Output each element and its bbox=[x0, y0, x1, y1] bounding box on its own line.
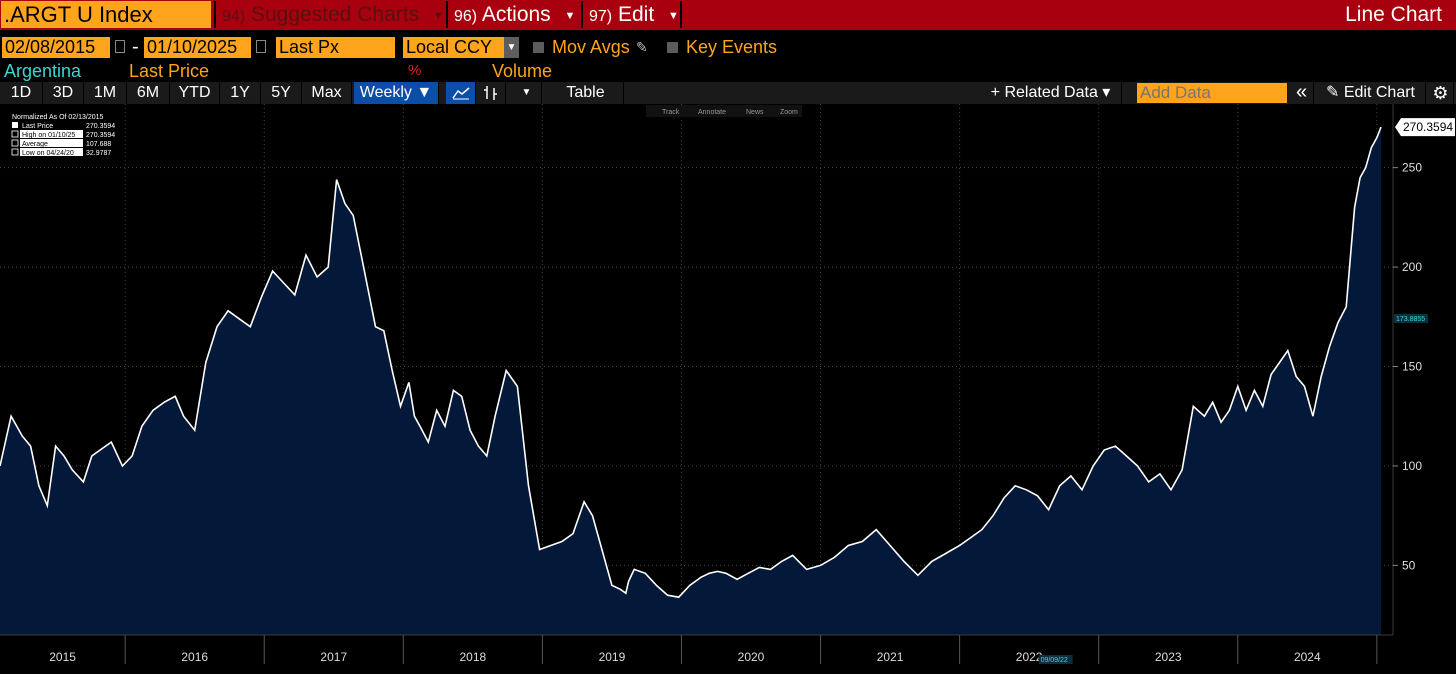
y-tick-label: 150 bbox=[1402, 360, 1422, 374]
table-button[interactable]: Table bbox=[548, 82, 624, 104]
key-events-label[interactable]: Key Events bbox=[686, 37, 778, 57]
x-tick-label: 2022 bbox=[1016, 650, 1043, 664]
stats-value: 270.3594 bbox=[86, 123, 115, 130]
start-date-field[interactable]: 02/08/2015 bbox=[2, 37, 110, 58]
menu-label: Actions bbox=[481, 3, 551, 26]
y-axis: 50 100 150 200 250 bbox=[1393, 161, 1422, 572]
legend-percent: % bbox=[408, 62, 422, 79]
legend-volume: Volume bbox=[492, 61, 553, 81]
gear-icon[interactable]: ⚙ bbox=[1428, 82, 1454, 104]
chart-style-dropdown-icon[interactable]: ▼ bbox=[512, 82, 542, 104]
track-tool[interactable]: Track bbox=[662, 109, 680, 116]
x-tick-label: 2020 bbox=[738, 650, 765, 664]
y-tick-label: 50 bbox=[1402, 558, 1416, 572]
actions-menu[interactable]: 96) Actions ▼ bbox=[446, 1, 581, 28]
chart-tools: Track Annotate News Zoom bbox=[646, 105, 802, 117]
menu-label: Edit bbox=[617, 3, 655, 26]
end-date-field[interactable]: 01/10/2025 bbox=[144, 37, 251, 58]
calendar-icon[interactable] bbox=[256, 40, 266, 53]
price-area-fill bbox=[0, 127, 1381, 635]
y-tick-label: 250 bbox=[1402, 161, 1422, 175]
x-tick-label: 2019 bbox=[599, 650, 626, 664]
edit-chart-button[interactable]: ✎ Edit Chart bbox=[1316, 82, 1426, 104]
range-3d-button[interactable]: 3D bbox=[43, 82, 84, 104]
range-5y-button[interactable]: 5Y bbox=[261, 82, 302, 104]
annotate-tool[interactable]: Annotate bbox=[698, 109, 726, 116]
news-tool[interactable]: News bbox=[746, 109, 764, 116]
y-tick-label: 100 bbox=[1402, 459, 1422, 473]
range-6m-button[interactable]: 6M bbox=[127, 82, 170, 104]
price-chart: 2015 2016 2017 2018 2019 2020 2021 2022 2023 2024… bbox=[0, 104, 1455, 664]
pencil-icon[interactable]: ✎ bbox=[636, 39, 648, 55]
stats-header: Normalized As Of 02/13/2015 bbox=[12, 114, 104, 121]
edit-menu[interactable]: 97) Edit ▼ bbox=[581, 1, 682, 28]
calendar-icon[interactable] bbox=[115, 40, 125, 53]
range-ytd-button[interactable]: YTD bbox=[170, 82, 220, 104]
related-data-button[interactable]: + Related Data ▾ bbox=[980, 82, 1122, 104]
range-1d-button[interactable]: 1D bbox=[0, 82, 43, 104]
range-1y-button[interactable]: 1Y bbox=[220, 82, 261, 104]
caret-down-icon: ▼ bbox=[432, 10, 444, 22]
suggested-charts-menu[interactable]: 94) Suggested Charts ▼ bbox=[214, 1, 446, 28]
stats-label: Last Price bbox=[22, 123, 53, 130]
x-axis: 2015 2016 2017 2018 2019 2020 2021 2022 2023 2024 bbox=[49, 635, 1378, 664]
chart-type-label: Line Chart bbox=[1345, 3, 1442, 26]
stats-value: 32.9787 bbox=[86, 150, 111, 157]
chart-area: 2015 2016 2017 2018 2019 2020 2021 2022 2023 2024… bbox=[0, 104, 1456, 669]
price-field-select[interactable]: Last Px bbox=[276, 37, 395, 58]
caret-down-icon: ▼ bbox=[668, 10, 679, 22]
x-tick-label: 2024 bbox=[1294, 650, 1321, 664]
x-tick-label: 2017 bbox=[320, 650, 347, 664]
date-marker: 09/09/22 bbox=[1038, 655, 1073, 664]
mid-value-label: 173.8855 bbox=[1396, 316, 1425, 323]
stats-value: 107.688 bbox=[86, 141, 111, 148]
legend-security: Argentina bbox=[4, 61, 82, 81]
pencil-icon: ✎ bbox=[1326, 84, 1340, 101]
caret-down-icon: ▼ bbox=[564, 10, 576, 22]
x-tick-label: 2016 bbox=[181, 650, 208, 664]
collapse-icon[interactable]: « bbox=[1290, 82, 1314, 104]
menu-number: 94) bbox=[222, 8, 246, 25]
x-tick-label: 2021 bbox=[877, 650, 904, 664]
period-select[interactable]: Weekly ▼ bbox=[354, 82, 439, 104]
stats-box: Normalized As Of 02/13/2015 Last Price 2… bbox=[11, 114, 115, 157]
last-value-tag: 270.3594 bbox=[1395, 118, 1455, 137]
range-toolbar: 1D 3D 1M 6M YTD 1Y 5Y Max Weekly ▼ ▼ Tab… bbox=[0, 82, 1456, 104]
currency-select[interactable]: Local CCY bbox=[403, 37, 504, 58]
legend-last-price: Last Price bbox=[129, 61, 210, 81]
x-tick-label: 2018 bbox=[459, 650, 486, 664]
date-marker-label: 09/09/22 bbox=[1041, 657, 1068, 664]
ticker-field[interactable]: .ARGT U Index bbox=[1, 1, 211, 28]
add-data-input[interactable] bbox=[1137, 83, 1287, 103]
menu-number: 97) bbox=[589, 8, 613, 25]
x-tick-label: 2023 bbox=[1155, 650, 1182, 664]
stats-label: Average bbox=[22, 141, 48, 148]
x-tick-label: 2015 bbox=[49, 650, 76, 664]
line-chart-icon[interactable] bbox=[446, 82, 476, 104]
edit-chart-label: Edit Chart bbox=[1343, 84, 1415, 101]
price-line bbox=[0, 126, 1382, 599]
currency-dropdown-icon[interactable]: ▼ bbox=[504, 37, 519, 58]
menu-number: 96) bbox=[454, 8, 478, 25]
date-separator: - bbox=[132, 36, 139, 58]
menu-label: Suggested Charts bbox=[250, 3, 420, 26]
stats-label: Low on 04/24/20 bbox=[22, 150, 74, 157]
range-max-button[interactable]: Max bbox=[302, 82, 352, 104]
mov-avgs-checkbox[interactable] bbox=[533, 42, 544, 53]
last-value-label: 270.3594 bbox=[1403, 120, 1453, 134]
title-bar: .ARGT U Index 94) Suggested Charts ▼ 96)… bbox=[0, 0, 1456, 30]
controls-bar: 02/08/2015 - 01/10/2025 Last Px Local CC… bbox=[0, 31, 1456, 61]
zoom-tool[interactable]: Zoom bbox=[780, 109, 798, 116]
stats-label: High on 01/10/25 bbox=[22, 132, 75, 139]
range-1m-button[interactable]: 1M bbox=[84, 82, 127, 104]
mid-value-tag: 173.8855 bbox=[1394, 314, 1428, 324]
y-tick-label: 200 bbox=[1402, 260, 1422, 274]
bar-chart-icon[interactable] bbox=[476, 82, 506, 104]
mov-avgs-label[interactable]: Mov Avgs bbox=[552, 37, 630, 57]
stats-value: 270.3594 bbox=[86, 132, 115, 139]
key-events-checkbox[interactable] bbox=[667, 42, 678, 53]
